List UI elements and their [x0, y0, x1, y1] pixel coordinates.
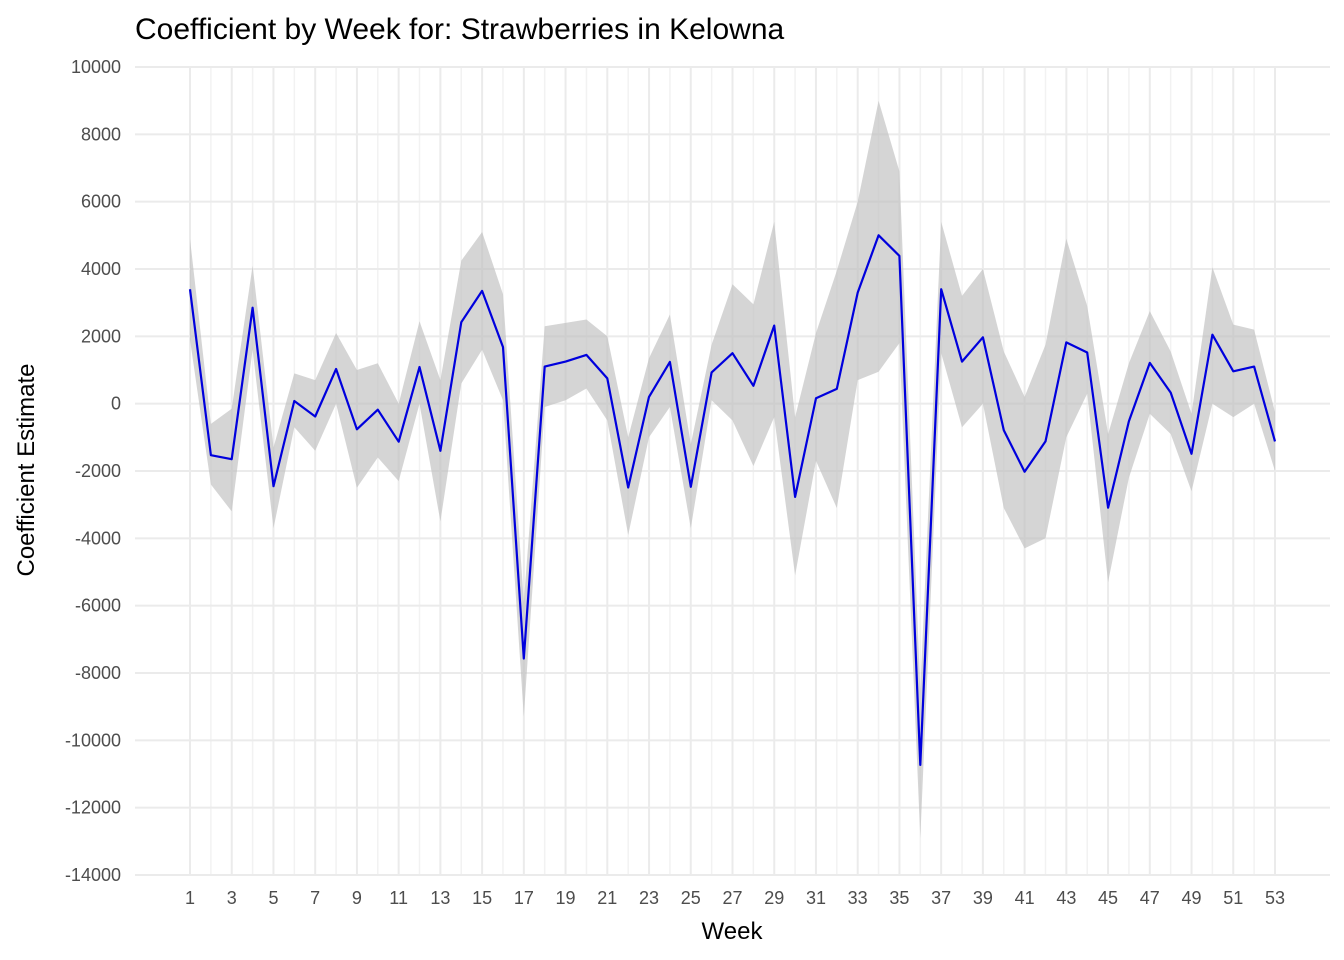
y-tick-label: 4000 [81, 259, 121, 279]
estimate-points [189, 235, 1276, 766]
y-tick-label: 6000 [81, 192, 121, 212]
x-tick-label: 51 [1223, 888, 1243, 908]
y-tick-label: 2000 [81, 326, 121, 346]
major-gridlines [135, 66, 1330, 876]
x-tick-label: 27 [722, 888, 742, 908]
x-tick-label: 13 [430, 888, 450, 908]
y-tick-label: 8000 [81, 124, 121, 144]
confidence-band [190, 100, 1275, 838]
y-tick-label: -10000 [65, 730, 121, 750]
y-axis-ticks: 10000 8000 6000 4000 2000 0 -2000 -4000 -6000 -80… [65, 57, 121, 885]
x-tick-label: 43 [1056, 888, 1076, 908]
y-tick-label: -8000 [75, 663, 121, 683]
x-tick-label: 25 [681, 888, 701, 908]
x-tick-label: 15 [472, 888, 492, 908]
x-tick-label: 35 [889, 888, 909, 908]
x-axis-title: Week [702, 918, 764, 945]
y-axis-title: Coefficient Estimate [13, 364, 40, 577]
y-tick-label: -12000 [65, 798, 121, 818]
x-tick-label: 23 [639, 888, 659, 908]
x-tick-label: 1 [185, 888, 195, 908]
x-tick-label: 11 [389, 888, 408, 908]
x-tick-label: 41 [1015, 888, 1035, 908]
y-tick-label: 0 [111, 394, 121, 414]
x-tick-label: 49 [1182, 888, 1202, 908]
y-tick-label: -14000 [65, 865, 121, 885]
x-tick-label: 39 [973, 888, 993, 908]
y-tick-label: -6000 [75, 596, 121, 616]
x-tick-label: 53 [1265, 888, 1285, 908]
x-tick-label: 29 [764, 888, 784, 908]
x-tick-label: 7 [310, 888, 320, 908]
x-tick-label: 37 [931, 888, 951, 908]
y-tick-label: -2000 [75, 461, 121, 481]
x-axis-ticks: 1 3 5 7 9 11 13 15 17 19 21 23 25 27 29 31 33 35 37 39 41 43 4… [185, 888, 1285, 908]
x-tick-label: 9 [352, 888, 362, 908]
x-tick-label: 5 [268, 888, 278, 908]
y-tick-label: 10000 [71, 57, 121, 77]
x-tick-label: 47 [1140, 888, 1160, 908]
x-tick-label: 21 [597, 888, 617, 908]
x-tick-label: 33 [848, 888, 868, 908]
x-tick-label: 17 [514, 888, 534, 908]
x-tick-label: 19 [556, 888, 576, 908]
chart-title: Coefficient by Week for: Strawberries in… [135, 13, 785, 46]
x-tick-label: 3 [227, 888, 237, 908]
x-tick-label: 45 [1098, 888, 1118, 908]
x-tick-label: 31 [806, 888, 826, 908]
y-tick-label: -4000 [75, 528, 121, 548]
